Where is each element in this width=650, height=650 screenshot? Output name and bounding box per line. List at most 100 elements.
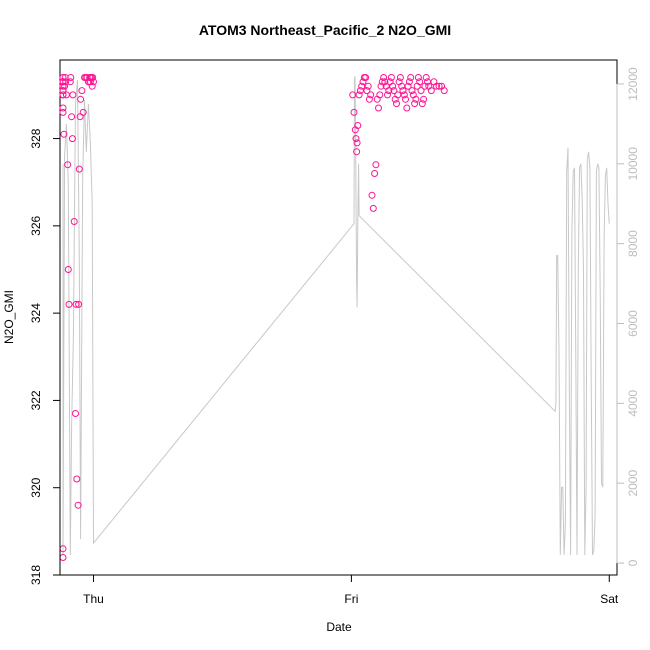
left-y-axis: 318 320 322 324 326 328 xyxy=(29,128,61,585)
data-point xyxy=(389,82,397,90)
data-point xyxy=(363,87,371,95)
data-point xyxy=(67,74,75,81)
data-point xyxy=(66,78,74,86)
data-point xyxy=(352,135,360,143)
data-point xyxy=(64,266,72,273)
data-point xyxy=(89,74,97,81)
data-point xyxy=(422,74,430,81)
data-point xyxy=(65,300,73,308)
data-point xyxy=(60,130,68,138)
data-point xyxy=(372,161,380,169)
x-tick-label: Sat xyxy=(600,592,619,606)
data-point xyxy=(68,113,76,121)
data-point xyxy=(387,74,395,81)
data-point xyxy=(403,104,411,112)
data-point xyxy=(380,74,388,81)
altitude-series xyxy=(62,75,610,556)
data-point xyxy=(418,100,426,108)
data-point xyxy=(381,78,389,86)
right-tick-label: 4000 xyxy=(626,390,640,417)
data-point xyxy=(375,104,382,112)
data-point xyxy=(354,122,362,129)
data-point xyxy=(350,108,358,116)
data-point xyxy=(396,74,404,81)
data-point xyxy=(364,82,372,90)
data-point xyxy=(362,74,370,81)
data-point xyxy=(59,104,67,112)
left-tick-label: 328 xyxy=(29,128,43,148)
left-tick-label: 324 xyxy=(29,303,43,323)
data-point xyxy=(75,300,83,308)
x-axis-title: Date xyxy=(326,620,352,634)
left-tick-label: 326 xyxy=(29,215,43,235)
data-point xyxy=(73,475,81,483)
data-point xyxy=(59,554,67,561)
data-point xyxy=(402,95,409,103)
data-point xyxy=(411,100,419,108)
data-point xyxy=(61,82,69,90)
altitude-line xyxy=(62,75,610,556)
x-tick-label: Thu xyxy=(83,592,104,606)
right-tick-label: 12000 xyxy=(626,67,640,101)
n2o-series xyxy=(59,74,448,561)
chart-title: ATOM3 Northeast_Pacific_2 N2O_GMI xyxy=(199,22,451,38)
data-point xyxy=(77,95,85,103)
data-point xyxy=(378,78,386,86)
data-point xyxy=(72,300,80,308)
data-point xyxy=(407,74,415,81)
data-point xyxy=(393,100,400,108)
data-point xyxy=(384,91,391,99)
right-tick-label: 2000 xyxy=(626,470,640,497)
data-point xyxy=(64,161,72,169)
data-point xyxy=(62,78,70,86)
data-point xyxy=(420,95,428,103)
right-tick-label: 10000 xyxy=(626,147,640,181)
data-point xyxy=(427,87,435,95)
right-tick-label: 8000 xyxy=(626,230,640,257)
data-point xyxy=(435,82,443,90)
left-tick-label: 320 xyxy=(29,477,43,497)
data-point xyxy=(59,78,67,86)
data-point xyxy=(355,91,363,99)
data-point xyxy=(433,82,440,90)
data-point xyxy=(377,82,385,90)
data-point xyxy=(69,91,77,99)
data-point xyxy=(400,91,408,99)
data-point xyxy=(368,191,376,199)
data-point xyxy=(74,501,82,509)
right-y-axis: 0 2000 4000 6000 8000 10000 12000 xyxy=(616,67,640,566)
plot-frame xyxy=(59,59,618,576)
x-axis: Thu Fri Sat xyxy=(83,574,619,606)
data-point xyxy=(371,170,379,177)
data-point xyxy=(416,78,424,86)
data-point xyxy=(353,148,361,156)
data-point xyxy=(353,139,361,147)
data-point xyxy=(90,78,97,86)
data-point xyxy=(414,74,422,81)
data-point xyxy=(79,108,87,116)
data-point xyxy=(405,78,413,86)
data-point xyxy=(404,82,412,90)
left-tick-label: 318 xyxy=(29,565,43,585)
data-point xyxy=(59,87,67,95)
data-point xyxy=(59,108,67,116)
data-point xyxy=(408,87,416,95)
right-tick-label: 0 xyxy=(626,559,640,566)
data-point xyxy=(78,87,86,95)
data-point xyxy=(390,87,398,95)
data-point xyxy=(417,87,425,95)
data-point xyxy=(440,87,448,95)
data-point xyxy=(385,87,393,95)
data-point xyxy=(365,95,373,103)
data-point xyxy=(75,165,83,173)
x-tick-label: Fri xyxy=(344,592,358,606)
right-tick-label: 6000 xyxy=(626,310,640,337)
data-point xyxy=(70,218,78,225)
data-point xyxy=(59,91,67,99)
data-point xyxy=(72,410,79,417)
data-point xyxy=(68,135,76,143)
y-axis-title: N2O_GMI xyxy=(2,290,16,344)
data-point xyxy=(399,87,407,95)
